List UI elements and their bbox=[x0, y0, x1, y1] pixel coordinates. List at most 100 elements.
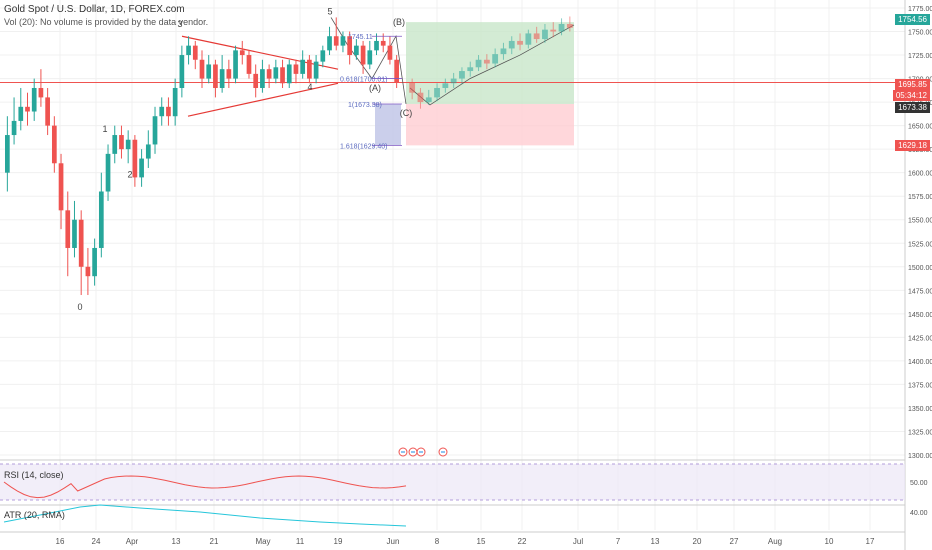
candle-body bbox=[500, 48, 507, 55]
triangle-lower-line bbox=[187, 82, 339, 117]
candle-body bbox=[98, 191, 104, 248]
projection-candle bbox=[425, 89, 432, 105]
candle bbox=[327, 26, 332, 56]
candle bbox=[293, 59, 299, 84]
candle-body bbox=[340, 36, 346, 46]
candle bbox=[159, 97, 165, 126]
wave-label: 4 bbox=[307, 82, 312, 92]
red-line-price-label: 1695.85 bbox=[895, 79, 930, 90]
price-tick-label: 1650.00 bbox=[908, 124, 932, 131]
atr-title: ATR (20, RMA) bbox=[4, 510, 65, 520]
candle-body bbox=[367, 50, 373, 65]
candle-body bbox=[186, 45, 191, 56]
time-tick-label: 10 bbox=[825, 537, 834, 546]
candle bbox=[11, 97, 17, 145]
time-tick-label: Apr bbox=[126, 537, 139, 546]
candle bbox=[199, 50, 205, 88]
candle-body bbox=[179, 55, 185, 88]
candle-body bbox=[333, 36, 339, 46]
fib-label: 0.618(1700.01) bbox=[340, 77, 387, 84]
projection-candle bbox=[450, 72, 457, 88]
price-tick-label: 1475.00 bbox=[908, 288, 932, 295]
candle-body bbox=[280, 67, 285, 84]
candle bbox=[98, 172, 104, 258]
candle-body bbox=[112, 135, 118, 154]
candle bbox=[85, 247, 91, 296]
projection-candle bbox=[417, 87, 424, 109]
time-tick-label: Jun bbox=[387, 537, 400, 546]
price-tick-label: 1775.00 bbox=[908, 6, 932, 13]
volume-note: Vol (20): No volume is provided by the d… bbox=[4, 17, 209, 27]
candle-body bbox=[85, 266, 91, 277]
candle-body bbox=[192, 45, 198, 60]
candles bbox=[5, 17, 399, 296]
event-flag-icon[interactable] bbox=[398, 447, 408, 457]
candle-body bbox=[313, 61, 319, 79]
candle bbox=[307, 55, 312, 84]
candle-body bbox=[125, 139, 131, 150]
event-flag-icon[interactable] bbox=[408, 447, 418, 457]
candle-body bbox=[5, 135, 10, 173]
price-tick-label: 1325.00 bbox=[908, 429, 932, 436]
candle bbox=[313, 55, 319, 84]
wave-label: 2 bbox=[127, 169, 132, 179]
event-flag-icon[interactable] bbox=[438, 447, 448, 457]
rsi-tick-label: 50.00 bbox=[910, 480, 928, 487]
wave-label: 1 bbox=[102, 124, 107, 134]
time-tick-label: 8 bbox=[435, 537, 440, 546]
wave-label: (B) bbox=[393, 17, 405, 27]
price-tick-label: 1550.00 bbox=[908, 218, 932, 225]
projection-candle bbox=[442, 78, 449, 93]
projection-candle bbox=[409, 78, 416, 100]
candle bbox=[152, 106, 158, 154]
candle bbox=[105, 144, 111, 201]
candle-body bbox=[533, 33, 540, 40]
candle-body bbox=[327, 36, 332, 51]
time-tick-label: 15 bbox=[477, 537, 486, 546]
candle bbox=[253, 64, 259, 98]
candle bbox=[394, 55, 399, 88]
candle bbox=[246, 50, 252, 79]
price-tick-label: 1600.00 bbox=[908, 171, 932, 178]
candle-body bbox=[409, 82, 416, 93]
candle bbox=[58, 153, 64, 230]
projection-candle bbox=[434, 83, 440, 102]
candle bbox=[239, 40, 245, 65]
wave-label: 3 bbox=[177, 19, 182, 29]
candle-body bbox=[31, 87, 37, 112]
candle bbox=[374, 33, 379, 56]
time-tick-label: 16 bbox=[56, 537, 65, 546]
candle-body bbox=[18, 106, 24, 121]
candle-body bbox=[239, 50, 245, 56]
rsi-line bbox=[3, 475, 407, 499]
price-tick-label: 1375.00 bbox=[908, 382, 932, 389]
candle-body bbox=[206, 64, 212, 79]
candle-body bbox=[253, 73, 259, 88]
price-tick-label: 1400.00 bbox=[908, 359, 932, 366]
candle-body bbox=[286, 64, 292, 84]
candle-body bbox=[199, 59, 205, 79]
projection-candle bbox=[492, 48, 499, 68]
candle bbox=[65, 191, 71, 277]
candle bbox=[347, 31, 353, 65]
projection-candle bbox=[475, 55, 482, 72]
candle-body bbox=[492, 54, 499, 64]
candle-body bbox=[467, 67, 474, 72]
projection-candle bbox=[558, 18, 565, 36]
rsi-pane: 50.00 bbox=[0, 459, 928, 501]
candle-body bbox=[246, 55, 252, 74]
candle bbox=[112, 125, 118, 164]
rsi-title: RSI (14, close) bbox=[4, 470, 64, 480]
event-flag-icon[interactable] bbox=[416, 447, 426, 457]
candle-body bbox=[266, 69, 272, 79]
candle-body bbox=[293, 64, 299, 74]
candle-body bbox=[425, 97, 432, 103]
candle-body bbox=[558, 23, 565, 32]
candle-body bbox=[45, 97, 50, 126]
fib-levels: 1745.11 0.618(1700.01) 1(1673.38) 1.618(162… bbox=[340, 34, 402, 150]
candle-body bbox=[450, 78, 457, 84]
time-tick-label: 21 bbox=[210, 537, 219, 546]
rsi-band bbox=[0, 464, 905, 500]
wave-labels: 0 1 2 3 4 5 (A) (B) (C) bbox=[77, 7, 412, 312]
